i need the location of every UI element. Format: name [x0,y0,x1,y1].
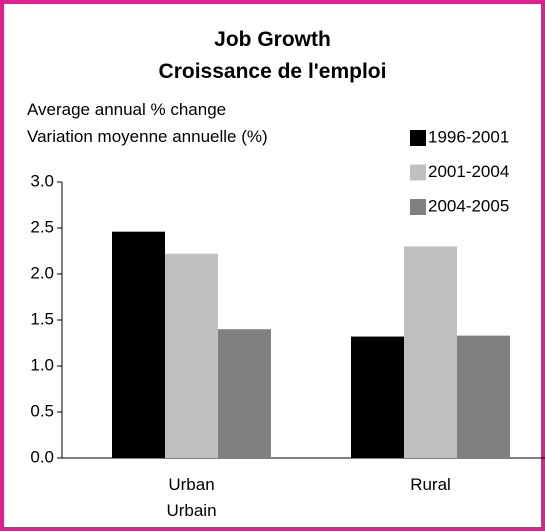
y-tick-label: 2.5 [30,217,54,236]
x-tick-label: Urban Urbain [166,475,217,520]
legend-swatch [410,130,426,146]
bar [404,246,457,458]
bar [218,329,271,458]
bar [351,336,404,458]
y-tick-label: 2.0 [30,263,54,282]
y-tick-label: 3.0 [30,171,54,190]
chart-title: Job Growth Croissance de l'emploi [158,28,387,83]
y-tick-label: 1.0 [30,355,54,374]
legend-label: 1996-2001 [428,127,509,146]
y-tick-label: 0.0 [30,447,54,466]
bar [457,335,510,458]
y-tick-label: 1.5 [30,309,54,328]
bar [165,253,218,458]
x-tick-label: Rural [410,475,451,494]
y-axis-label: Average annual % change Variation moyenn… [27,100,268,146]
legend-label: 2001-2004 [428,162,509,181]
y-tick-label: 0.5 [30,401,54,420]
legend-swatch [410,164,426,181]
legend-swatch [410,199,426,215]
bar [112,231,165,458]
legend-label: 2004-2005 [428,196,509,215]
